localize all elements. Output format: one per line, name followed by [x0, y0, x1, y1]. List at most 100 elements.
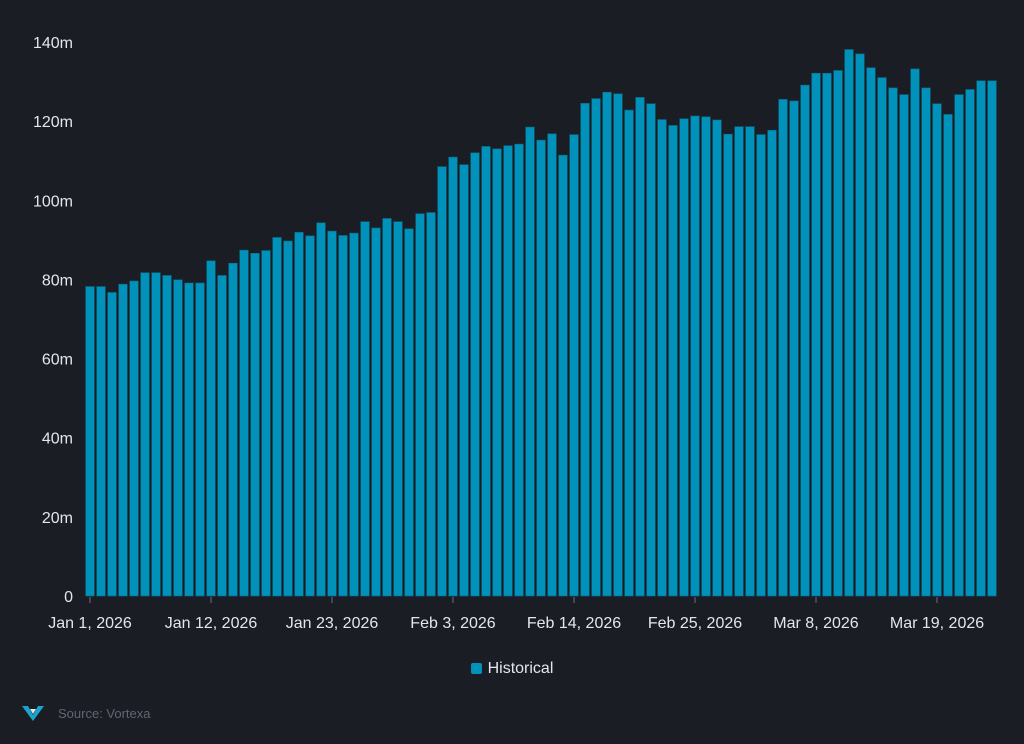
bar	[107, 292, 117, 597]
legend-swatch	[470, 663, 482, 674]
bar	[514, 143, 524, 597]
y-tick-label: 60m	[42, 352, 73, 369]
bar	[679, 118, 689, 597]
bar	[547, 133, 557, 597]
bar	[162, 275, 172, 597]
bar	[866, 67, 876, 597]
bar	[921, 87, 931, 597]
bar	[701, 116, 711, 597]
bar	[767, 129, 777, 597]
bar	[789, 100, 799, 597]
bar	[492, 148, 502, 597]
bar	[602, 91, 612, 597]
bar	[173, 279, 183, 597]
y-tick-label: 20m	[42, 510, 73, 527]
bar	[712, 119, 722, 597]
bar	[294, 232, 304, 597]
bar	[470, 152, 480, 597]
bar	[448, 156, 458, 597]
bar	[426, 212, 436, 597]
bar	[360, 221, 370, 597]
bar	[140, 272, 150, 597]
bar	[877, 77, 887, 597]
bar	[613, 93, 623, 597]
bar	[745, 126, 755, 597]
bar	[272, 237, 282, 597]
y-tick-label: 40m	[42, 431, 73, 448]
bar	[811, 72, 821, 597]
y-tick-label: 80m	[42, 272, 73, 289]
bar	[624, 109, 634, 597]
bar	[228, 262, 238, 597]
bar	[261, 250, 271, 597]
bars	[85, 49, 997, 597]
bar	[349, 232, 359, 597]
bar	[635, 97, 645, 597]
bar	[459, 164, 469, 597]
bar	[437, 166, 447, 597]
bar	[910, 68, 920, 597]
bar	[536, 139, 546, 597]
bar	[646, 103, 656, 597]
x-tick-label: Jan 12, 2026	[165, 615, 258, 632]
bar	[503, 145, 513, 597]
bar	[833, 70, 843, 597]
vortexa-logo-icon	[22, 706, 44, 721]
bar	[371, 227, 381, 597]
y-tick-label: 120m	[33, 114, 73, 131]
bar	[525, 126, 535, 597]
bar	[657, 119, 667, 597]
bar	[382, 218, 392, 597]
bar	[206, 260, 216, 597]
x-tick-label: Feb 14, 2026	[527, 615, 621, 632]
bar	[987, 80, 997, 597]
bar	[800, 84, 810, 597]
bar	[96, 286, 106, 597]
bar	[756, 134, 766, 597]
x-tick-label: Mar 8, 2026	[773, 615, 858, 632]
source-text: Source: Vortexa	[58, 705, 151, 721]
x-tick-label: Jan 1, 2026	[48, 615, 132, 632]
x-tick-label: Feb 3, 2026	[410, 615, 496, 632]
bar	[932, 103, 942, 597]
x-tick-label: Feb 25, 2026	[648, 615, 742, 632]
x-tick-label: Jan 23, 2026	[286, 615, 379, 632]
bar	[954, 94, 964, 597]
legend-label: Historical	[487, 660, 554, 677]
bar	[338, 235, 348, 597]
bar	[415, 213, 425, 597]
bar	[481, 146, 491, 597]
bar	[668, 125, 678, 597]
bar	[822, 72, 832, 597]
bar	[195, 282, 205, 597]
bar	[118, 283, 128, 597]
bar	[239, 249, 249, 597]
bar	[965, 89, 975, 597]
bar	[690, 115, 700, 597]
bar	[217, 275, 227, 597]
y-tick-label: 100m	[33, 193, 73, 210]
x-tick-label: Mar 19, 2026	[890, 615, 984, 632]
bar	[844, 49, 854, 597]
bar	[184, 282, 194, 597]
bar	[943, 114, 953, 597]
bar	[129, 280, 139, 597]
bar	[580, 103, 590, 597]
bar	[976, 80, 986, 597]
y-tick-label: 0	[64, 589, 73, 606]
y-axis: 0 20m 40m 60m 80m 100m 120m 140m	[33, 35, 73, 606]
bar	[283, 240, 293, 597]
x-axis: Jan 1, 2026 Jan 12, 2026 Jan 23, 2026 Feb 3…	[48, 597, 984, 632]
bar	[888, 87, 898, 597]
bar	[327, 230, 337, 597]
bar	[778, 99, 788, 597]
bar	[85, 286, 95, 597]
bar	[734, 126, 744, 597]
bar	[316, 222, 326, 597]
bar	[404, 228, 414, 597]
bar	[305, 235, 315, 597]
legend[interactable]: Historical	[0, 660, 1024, 678]
bar	[558, 154, 568, 597]
bar	[250, 253, 260, 597]
